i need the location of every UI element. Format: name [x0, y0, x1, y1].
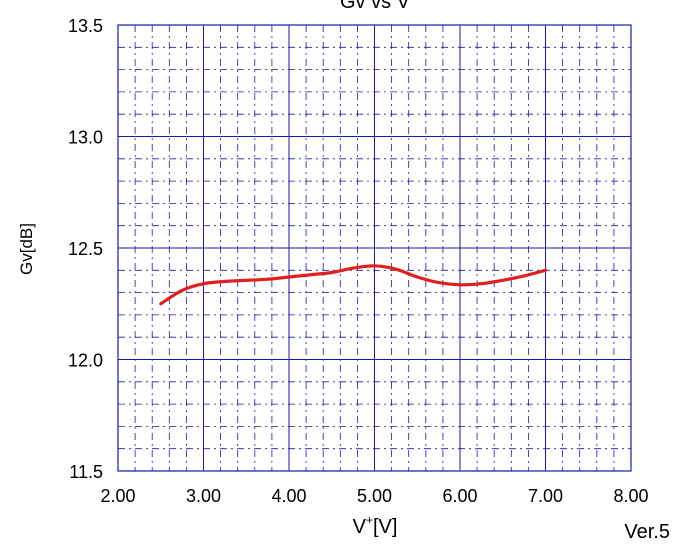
grid [117, 24, 632, 472]
x-tick-label: 8.00 [613, 486, 648, 506]
x-tick-label: 3.00 [186, 486, 221, 506]
x-tick-label: 2.00 [100, 486, 135, 506]
tick-labels: 2.00 3.00 4.00 5.00 6.00 7.00 8.00 11.5 12.0 12.5… [68, 16, 649, 506]
y-tick-label: 12.5 [68, 239, 103, 259]
chart-title: Gv vs V [340, 0, 411, 13]
x-axis-label-sup: + [366, 513, 373, 527]
x-tick-label: 7.00 [528, 486, 563, 506]
y-tick-label: 13.0 [68, 128, 103, 148]
plot-frame [117, 24, 632, 472]
x-axis-label-unit: [V] [373, 516, 397, 538]
version-label: Ver.5 [624, 521, 670, 543]
series-layer [159, 264, 548, 306]
y-tick-label: 12.0 [68, 351, 103, 371]
x-axis-label: V+[V] [353, 513, 398, 538]
x-tick-label: 6.00 [442, 486, 477, 506]
x-tick-label: 5.00 [357, 486, 392, 506]
y-axis-label: Gv[dB] [17, 223, 36, 275]
y-tick-label: 13.5 [68, 16, 103, 36]
series-line-gv [159, 264, 548, 306]
x-tick-label: 4.00 [271, 486, 306, 506]
y-tick-label: 11.5 [69, 462, 103, 482]
x-axis-label-main: V [353, 516, 367, 538]
